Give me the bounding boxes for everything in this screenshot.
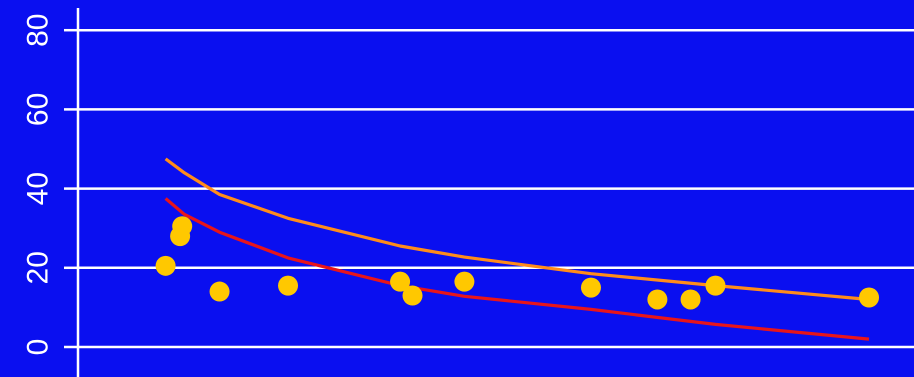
y-tick-label-0: 0 — [22, 339, 55, 356]
data-point-4 — [209, 281, 230, 302]
data-point-7 — [402, 285, 423, 306]
y-axis-tick-labels: 0 20 40 60 80 — [22, 14, 55, 356]
data-point-9 — [580, 277, 601, 298]
data-point-3 — [170, 226, 191, 247]
y-tick-label-60: 60 — [22, 93, 55, 126]
data-point-12 — [705, 275, 726, 296]
data-point-5 — [278, 275, 299, 296]
data-points — [155, 216, 880, 310]
y-tick-label-40: 40 — [22, 172, 55, 205]
data-point-8 — [454, 271, 475, 292]
upper-curve — [164, 157, 870, 302]
data-point-1 — [155, 255, 176, 276]
grid-lines — [78, 28, 914, 349]
y-tick-label-20: 20 — [22, 251, 55, 284]
y-axis-ticks — [64, 28, 78, 349]
y-tick-label-80: 80 — [22, 14, 55, 47]
data-point-6 — [390, 271, 411, 292]
data-point-11 — [680, 289, 701, 310]
data-point-10 — [647, 289, 668, 310]
data-point-13 — [859, 287, 880, 308]
